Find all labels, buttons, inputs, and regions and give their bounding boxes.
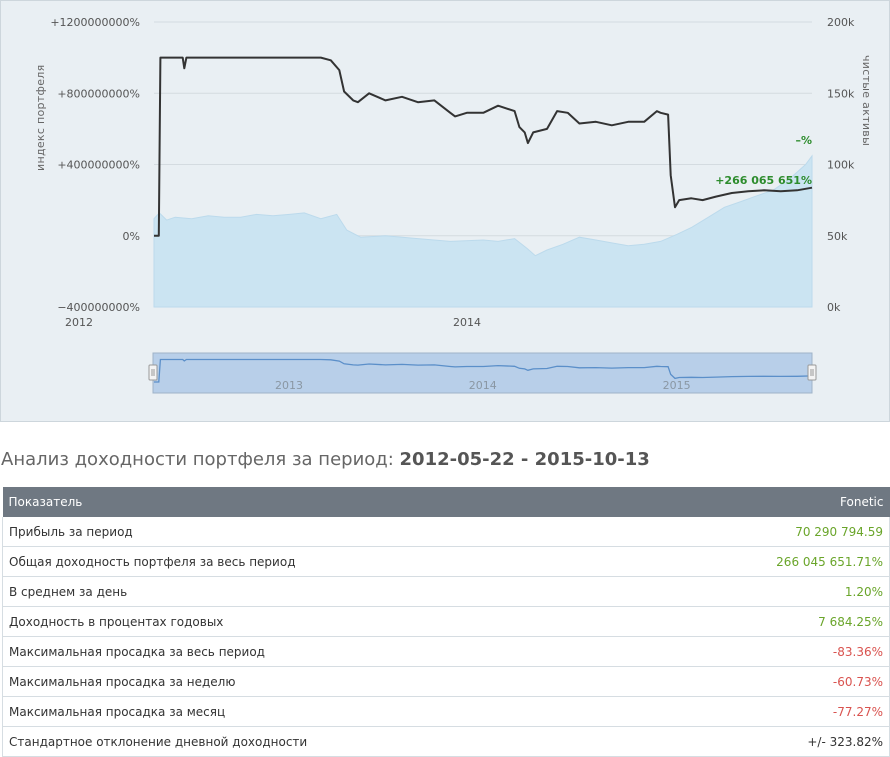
table-row: Максимальная просадка за месяц -77.27% <box>2 696 890 727</box>
metric-label: Максимальная просадка за весь период <box>2 636 644 667</box>
right-axis-tick: 150k <box>827 87 855 100</box>
chart-panel: +1200000000% +800000000% +400000000% 0% −400… <box>0 0 890 422</box>
left-axis-tick: +1200000000% <box>50 16 140 29</box>
metric-label: Общая доходность портфеля за весь период <box>2 546 644 577</box>
analysis-title-prefix: Анализ доходности портфеля за период: <box>1 449 400 470</box>
table-row: Максимальная просадка за весь период -83.… <box>2 636 890 667</box>
metric-value: -60.73% <box>643 666 890 697</box>
metric-value: 1.20% <box>643 576 890 607</box>
range-navigator[interactable]: 2013 2014 2015 <box>148 352 817 394</box>
analysis-title: Анализ доходности портфеля за период: 20… <box>1 449 650 470</box>
left-axis-tick: 0% <box>123 230 140 243</box>
metric-label: Максимальная просадка за месяц <box>2 696 644 727</box>
metric-value: 7 684.25% <box>643 606 890 637</box>
left-axis-title: индекс портфеля <box>34 64 47 171</box>
right-axis-tick: 200k <box>827 16 855 29</box>
right-axis-tick: 50k <box>827 230 848 243</box>
metric-label: В среднем за день <box>2 576 644 607</box>
metric-value: 70 290 794.59 <box>643 517 890 547</box>
x-axis-tick: 2012 <box>65 316 93 329</box>
metric-value: -83.36% <box>643 636 890 667</box>
metric-value: -77.27% <box>643 696 890 727</box>
right-axis-tick: 0k <box>827 301 841 314</box>
metric-value: +/- 323.82% <box>643 726 890 757</box>
navigator-left-handle[interactable] <box>148 364 158 381</box>
column-header-portfolio[interactable]: Fonetic <box>643 487 890 517</box>
left-axis-tick: −400000000% <box>57 301 140 314</box>
portfolio-index-line <box>154 56 813 237</box>
navigator-line <box>154 358 813 383</box>
assets-value-label: –% <box>795 134 812 147</box>
metric-label: Стандартное отклонение дневной доходност… <box>2 726 644 757</box>
right-axis-title: чистые активы <box>860 55 873 146</box>
metric-label: Доходность в процентах годовых <box>2 606 644 637</box>
metric-label: Максимальная просадка за неделю <box>2 666 644 697</box>
table-row: Стандартное отклонение дневной доходност… <box>2 726 890 757</box>
left-axis-tick: +400000000% <box>57 159 140 172</box>
table-header-row: Показатель Fonetic <box>2 487 890 517</box>
portfolio-chart: +1200000000% +800000000% +400000000% 0% −400… <box>34 16 873 394</box>
navigator-right-handle[interactable] <box>807 364 817 381</box>
net-assets-area <box>153 154 813 308</box>
metric-label: Прибыль за период <box>2 517 644 547</box>
right-axis-tick: 100k <box>827 159 855 172</box>
navigator-tick: 2013 <box>275 379 303 392</box>
navigator-tick: 2014 <box>469 379 497 392</box>
table-row: Доходность в процентах годовых 7 684.25% <box>2 606 890 637</box>
table-row: В среднем за день 1.20% <box>2 576 890 607</box>
table-row: Прибыль за период 70 290 794.59 <box>2 517 890 547</box>
left-axis-tick: +800000000% <box>57 87 140 100</box>
stats-table: Показатель Fonetic Прибыль за период 70 2… <box>2 487 890 757</box>
index-value-label: +266 065 651% <box>715 174 812 187</box>
analysis-period: 2012-05-22 - 2015-10-13 <box>399 449 650 470</box>
x-axis-tick: 2014 <box>453 316 481 329</box>
metric-value: 266 045 651.71% <box>643 546 890 577</box>
table-row: Максимальная просадка за неделю -60.73% <box>2 666 890 697</box>
column-header-metric[interactable]: Показатель <box>2 487 644 517</box>
table-row: Общая доходность портфеля за весь период… <box>2 546 890 577</box>
navigator-tick: 2015 <box>663 379 691 392</box>
